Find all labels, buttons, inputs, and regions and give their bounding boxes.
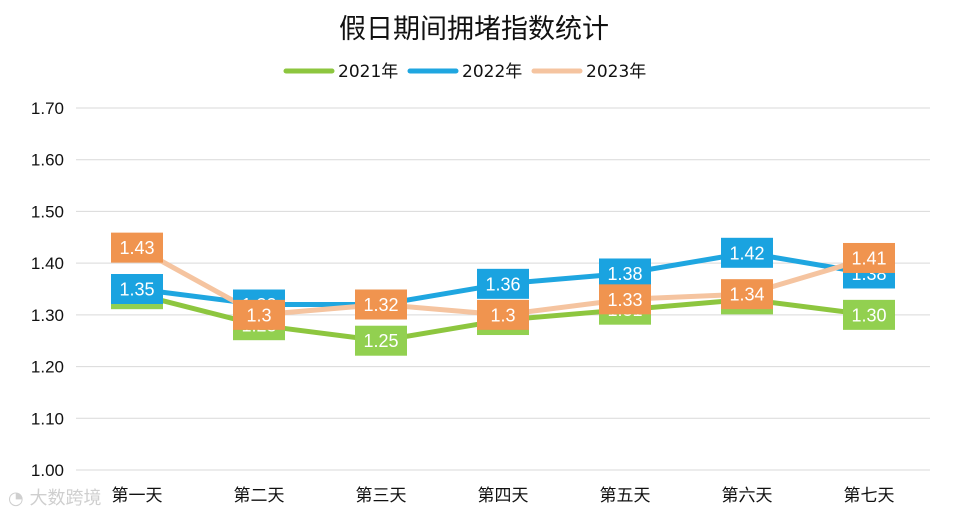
x-axis: 第一天 第二天 第三天 第四天 第五天 第六天 第七天	[112, 486, 895, 506]
x-tick-label: 第二天	[234, 486, 285, 506]
x-tick-label: 第五天	[600, 486, 651, 506]
y-tick-label: 1.30	[31, 306, 64, 325]
data-label: 1.30	[851, 305, 886, 325]
data-label-box	[111, 232, 163, 263]
data-label-box	[721, 279, 773, 310]
y-axis: 1.00 1.10 1.20 1.30 1.40 1.50 1.60 1.70	[31, 99, 64, 480]
data-label: 1.38	[607, 264, 642, 284]
y-tick-label: 1.60	[31, 151, 64, 170]
watermark: ◔ 大数跨境	[8, 484, 101, 510]
data-labels: 1.351.281.251.291.311.321.301.351.321.28…	[111, 232, 895, 356]
data-label-box	[599, 284, 651, 315]
y-tick-label: 1.50	[31, 202, 64, 221]
x-tick-label: 第一天	[112, 486, 163, 506]
chart-title: 假日期间拥堵指数统计	[339, 14, 609, 45]
y-tick-label: 1.40	[31, 254, 64, 273]
data-label-box	[721, 237, 773, 268]
x-tick-label: 第六天	[722, 486, 773, 506]
data-label: 1.32	[363, 295, 398, 315]
data-label-box	[477, 268, 529, 299]
data-label: 1.3	[246, 305, 271, 325]
data-label-box	[477, 299, 529, 330]
y-tick-label: 1.20	[31, 358, 64, 377]
data-label-box	[233, 299, 285, 330]
data-label-box	[843, 242, 895, 273]
data-label: 1.43	[119, 238, 154, 258]
legend: 2021年 2022年 2023年	[283, 62, 646, 82]
y-tick-label: 1.10	[31, 409, 64, 428]
data-label: 1.41	[851, 248, 886, 268]
data-label: 1.36	[485, 274, 520, 294]
y-tick-label: 1.70	[31, 99, 64, 118]
x-tick-label: 第三天	[356, 486, 407, 506]
data-label: 1.33	[607, 290, 642, 310]
data-label-box	[599, 258, 651, 289]
watermark-text: 大数跨境	[29, 488, 102, 509]
data-label: 1.34	[729, 285, 764, 305]
data-label: 1.42	[729, 243, 764, 263]
y-tick-label: 1.00	[31, 461, 64, 480]
data-label: 1.3	[490, 305, 515, 325]
data-label-box	[355, 325, 407, 356]
legend-label: 2023年	[586, 62, 646, 82]
legend-label: 2022年	[462, 62, 522, 82]
x-tick-label: 第四天	[478, 486, 529, 506]
data-label-box	[843, 299, 895, 330]
x-tick-label: 第七天	[844, 486, 895, 506]
data-label-box	[111, 274, 163, 304]
data-label-box	[355, 289, 407, 320]
legend-label: 2021年	[338, 62, 398, 82]
watermark-logo-icon: ◔	[8, 488, 24, 509]
data-label: 1.35	[119, 280, 154, 300]
data-label: 1.25	[363, 331, 398, 351]
